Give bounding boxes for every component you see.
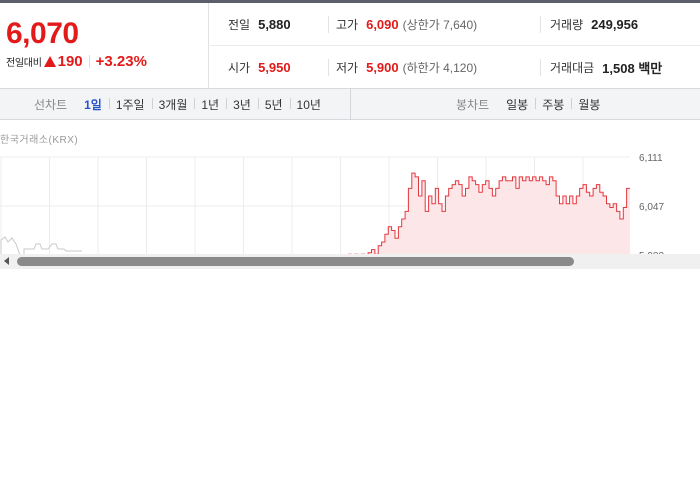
open-cell: 시가 5,950 <box>228 46 291 89</box>
up-triangle-icon <box>43 56 56 67</box>
tab-3-months[interactable]: 3개월 <box>151 96 195 113</box>
trade-value-cell: 거래대금 1,508 백만 <box>550 46 662 89</box>
tab-group-divider <box>350 89 351 120</box>
line-chart-label: 선차트 <box>34 97 68 112</box>
tab-5-years[interactable]: 5년 <box>257 96 290 113</box>
high-label: 고가 <box>336 18 359 32</box>
candle-chart-tabs: 봉차트 일봉 주봉 월봉 <box>456 89 607 119</box>
lower-limit: (하한가 4,120) <box>402 61 478 75</box>
scroll-left-arrow-icon[interactable] <box>4 257 9 265</box>
quote-panel: 6,070 전일대비 190 +3.23% 전일 5,880 고가 6,090 … <box>0 3 700 89</box>
candle-chart-label: 봉차트 <box>456 97 490 112</box>
prev-close-label: 전일 <box>228 18 251 32</box>
low-cell: 저가 5,900 (하한가 4,120) <box>336 46 477 89</box>
trade-value-label: 거래대금 <box>550 61 595 75</box>
tab-10-years[interactable]: 10년 <box>289 96 328 113</box>
current-price: 6,070 <box>6 17 79 50</box>
tab-daily-candle[interactable]: 일봉 <box>506 97 529 112</box>
top-border <box>0 0 700 3</box>
open-value: 5,950 <box>258 60 291 75</box>
quote-row-2: 시가 5,950 저가 5,900 (하한가 4,120) 거래대금 1,508… <box>210 46 700 89</box>
pre-market-line <box>0 236 82 255</box>
tab-monthly-candle[interactable]: 월봉 <box>571 96 607 113</box>
quote-details: 전일 5,880 고가 6,090 (상한가 7,640) 거래량 249,95… <box>210 3 700 89</box>
change-divider <box>88 55 90 68</box>
volume-label: 거래량 <box>550 18 584 32</box>
prev-close-value: 5,880 <box>258 17 291 32</box>
high-cell: 고가 6,090 (상한가 7,640) <box>336 3 477 46</box>
tab-1-week[interactable]: 1주일 <box>108 96 152 113</box>
cell-divider <box>328 16 329 33</box>
scrollbar-thumb[interactable] <box>17 257 574 266</box>
open-label: 시가 <box>228 61 251 75</box>
volume-value: 249,956 <box>591 17 639 32</box>
upper-limit: (상한가 7,640) <box>402 18 478 32</box>
cell-divider <box>540 59 541 76</box>
line-chart-tabs: 선차트 1일 1주일 3개월 1년 3년 5년 10년 <box>34 89 328 119</box>
price-chart: 6,111 6,047 5,983 <box>0 145 700 255</box>
data-source: 한국거래소(KRX) <box>0 135 79 146</box>
low-value: 5,900 <box>366 60 399 75</box>
price-chart-svg: 6,111 6,047 5,983 <box>0 153 664 255</box>
trade-value: 1,508 백만 <box>602 61 663 76</box>
tab-3-years[interactable]: 3년 <box>226 96 258 113</box>
y-tick-label: 6,047 <box>639 202 664 213</box>
price-summary: 6,070 전일대비 190 +3.23% <box>0 3 209 89</box>
low-label: 저가 <box>336 61 359 75</box>
tab-weekly-candle[interactable]: 주봉 <box>535 96 571 113</box>
volume-cell: 거래량 249,956 <box>550 3 638 46</box>
change-label: 전일대비 <box>6 58 42 69</box>
high-value: 6,090 <box>366 17 399 32</box>
change-percent: +3.23% <box>95 53 147 70</box>
horizontal-scrollbar[interactable] <box>0 254 700 269</box>
chart-tabs: 선차트 1일 1주일 3개월 1년 3년 5년 10년 봉차트 일봉 주봉 월봉 <box>0 89 700 120</box>
change-diff: 190 <box>57 53 83 70</box>
tab-1-day[interactable]: 1일 <box>84 97 102 112</box>
cell-divider <box>540 16 541 33</box>
cell-divider <box>328 59 329 76</box>
y-tick-label: 6,111 <box>639 153 663 164</box>
tab-1-year[interactable]: 1년 <box>194 96 226 113</box>
prev-close-cell: 전일 5,880 <box>228 3 291 46</box>
price-line <box>348 172 630 255</box>
y-tick-label: 5,983 <box>639 251 664 255</box>
change-line: 전일대비 190 +3.23% <box>6 53 147 70</box>
quote-row-1: 전일 5,880 고가 6,090 (상한가 7,640) 거래량 249,95… <box>210 3 700 46</box>
